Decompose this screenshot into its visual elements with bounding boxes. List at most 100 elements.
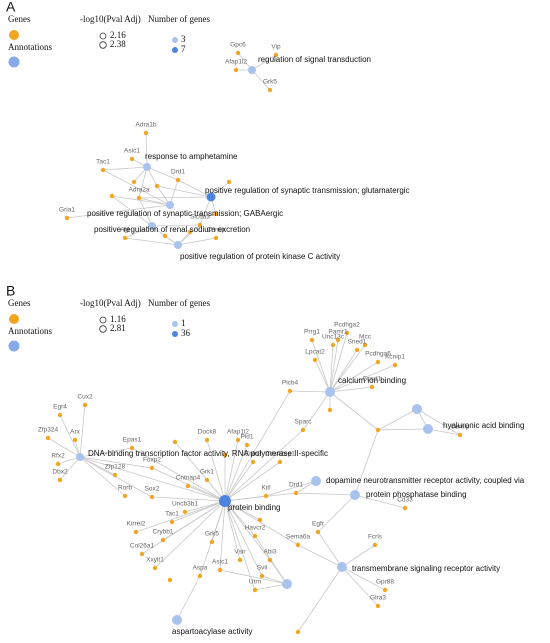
gene-node [309, 337, 315, 343]
gene-node [100, 167, 106, 173]
annotation-label: calcium ion binding [338, 376, 406, 385]
annotation-node [148, 222, 156, 230]
gene-node [197, 573, 203, 579]
gene-node [131, 179, 137, 185]
edge [224, 461, 254, 502]
gene-label: Egr4 [53, 404, 67, 411]
edge [219, 500, 226, 571]
legend-pval-value: 2.16 [110, 30, 126, 40]
gene-label: Agt [120, 227, 130, 234]
annotation-node [172, 615, 182, 625]
legend-annotation-dot [8, 340, 20, 352]
edge [177, 224, 201, 246]
panel-letter: B [6, 283, 15, 299]
gene-node [152, 565, 158, 571]
gene-node [354, 347, 360, 353]
gene-node [327, 407, 333, 413]
gene-node [335, 337, 341, 343]
gene-label: Epas1 [123, 437, 142, 444]
gene-label: Egfr [312, 521, 325, 528]
gene-node [45, 435, 51, 441]
gene-node [233, 67, 239, 73]
edge [169, 179, 179, 206]
edge [329, 386, 373, 393]
legend-pval-title: -log10(Pval Adj) [80, 298, 141, 308]
gene-node [273, 52, 279, 58]
gene-label: Kcnip1 [385, 354, 405, 361]
annotation-label: positive regulation of synaptic transmis… [205, 186, 410, 195]
gene-node [122, 493, 128, 499]
gene-label: Col26a1 [130, 543, 155, 550]
edge [66, 204, 171, 219]
annotation-node [412, 404, 422, 414]
gene-node [369, 384, 375, 390]
annotation-label: aspartoacylase activity [172, 627, 252, 636]
gene-node [122, 235, 128, 241]
gene-label: Crybb1 [153, 529, 174, 536]
gene-node [295, 542, 301, 548]
legend-pval-circle [99, 32, 107, 40]
edge [377, 428, 429, 431]
gene-label: Vsir [234, 549, 246, 556]
gene-label: Pcdhga2 [334, 322, 360, 329]
edge [206, 439, 226, 502]
edge [329, 349, 358, 393]
gene-node [185, 483, 191, 489]
legend-count-value: 1 [181, 318, 186, 328]
legend-pval-value: 2.81 [110, 323, 126, 333]
gene-label: Dock8 [198, 429, 217, 436]
legend-count-title: Number of genes [148, 14, 210, 24]
legend-count-value: 36 [181, 328, 191, 338]
gene-node [402, 505, 408, 511]
edge [377, 408, 418, 431]
gene-label: Grk1 [200, 469, 214, 476]
gene-node [213, 211, 219, 217]
legend-genes: Genes [8, 14, 31, 24]
legend-count-dot [172, 47, 178, 53]
gene-node [375, 427, 381, 433]
edge [135, 500, 226, 533]
gene-node [169, 519, 175, 525]
legend-pval-value: 1.16 [110, 314, 126, 324]
gene-node [252, 587, 258, 593]
annotation-node [248, 66, 256, 74]
gene-node [235, 50, 241, 56]
gene-node [244, 442, 250, 448]
annotation-label: positive regulation of synaptic transmis… [87, 209, 283, 218]
edge [59, 456, 81, 481]
edge [265, 480, 317, 497]
edge [254, 583, 288, 591]
edge [329, 332, 348, 393]
edge [317, 531, 343, 568]
legend-pval-circle [99, 316, 107, 324]
gene-label: Arx [70, 429, 81, 436]
edge [141, 500, 226, 555]
edge [176, 575, 201, 621]
gene-node [267, 87, 273, 93]
edge [219, 569, 288, 585]
legend-pval-circle [99, 41, 107, 49]
gene-node [259, 573, 265, 579]
gene-label: Zfp128 [105, 464, 126, 471]
legend-count-value: 3 [181, 34, 186, 44]
legend-pval-circle [99, 325, 107, 333]
gene-label: Gpr88 [376, 579, 394, 586]
edge [177, 237, 217, 246]
edge [199, 196, 212, 226]
gene-node [237, 557, 243, 563]
edge [295, 492, 356, 496]
gene-node [375, 359, 381, 365]
gene-node [204, 477, 210, 483]
gene-label: Susd1 [363, 376, 382, 383]
gene-node [312, 357, 318, 363]
gene-label: Slc6a3 [190, 214, 210, 221]
edge [79, 404, 86, 458]
edge [297, 544, 343, 568]
edge [341, 566, 379, 607]
gene-node [136, 195, 142, 201]
edge [79, 456, 153, 469]
edge [79, 447, 133, 458]
gene-node [72, 437, 78, 443]
annotation-label: positive regulation of protein kinase C … [180, 252, 340, 261]
